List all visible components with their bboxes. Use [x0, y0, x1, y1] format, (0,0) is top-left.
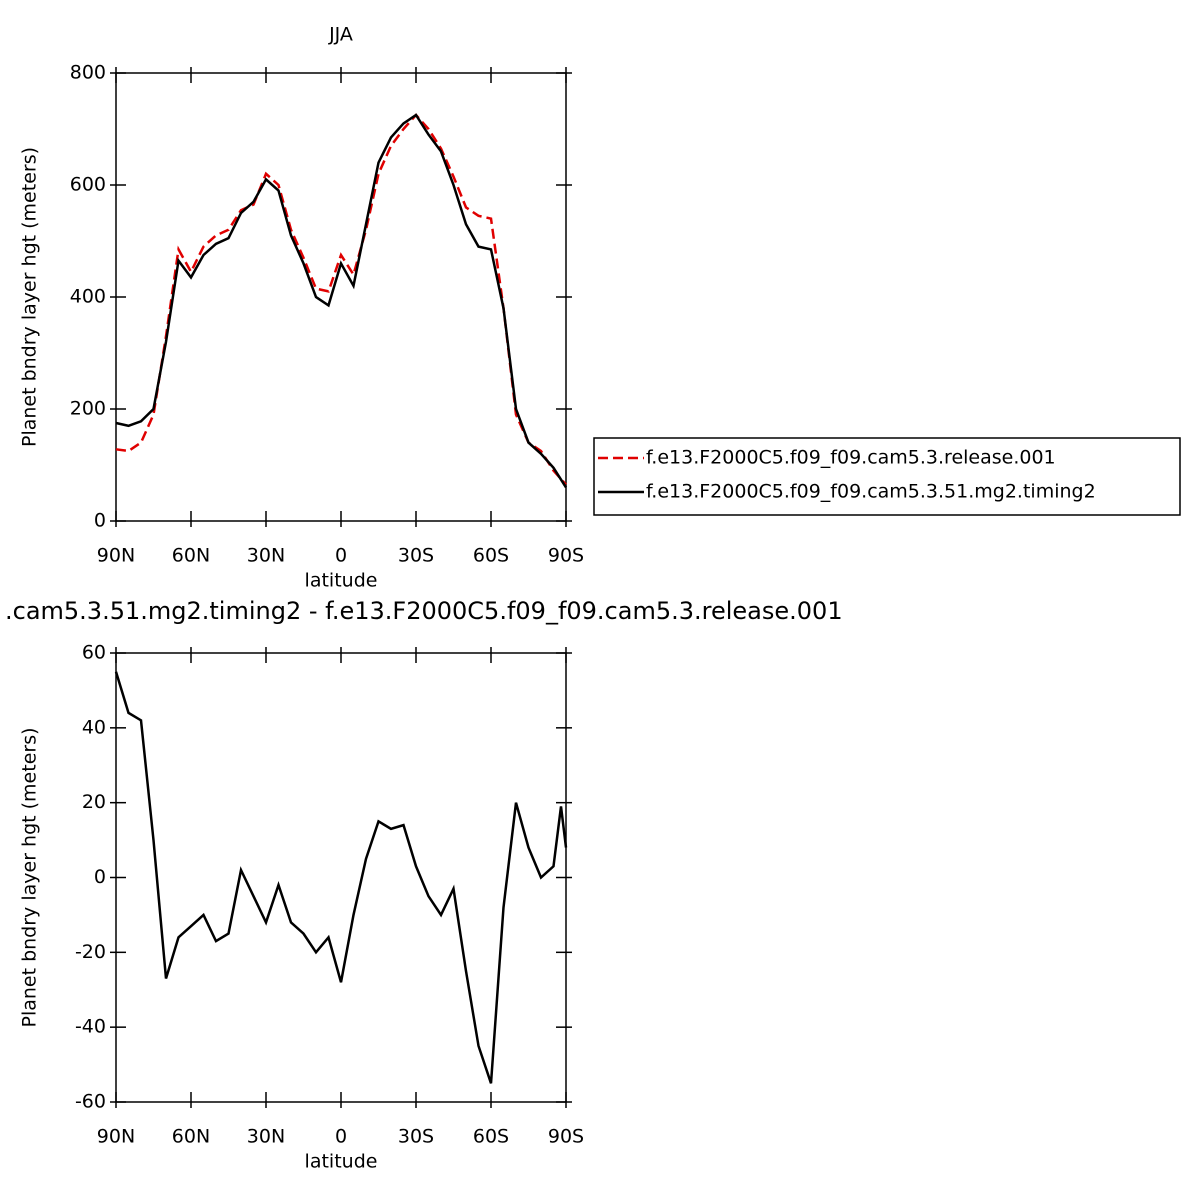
y-tick-label: -40 — [75, 1016, 106, 1038]
x-tick-label: 0 — [335, 1126, 347, 1148]
y-axis-label: Planet bndry layer hgt (meters) — [19, 147, 41, 447]
x-tick-label: 90N — [97, 545, 135, 567]
legend-label: f.e13.F2000C5.f09_f09.cam5.3.51.mg2.timi… — [646, 481, 1096, 503]
x-tick-label: 30N — [247, 545, 285, 567]
data-line — [114, 671, 568, 1084]
x-tick-label: 60N — [172, 1126, 210, 1148]
plot-frame — [115, 72, 567, 522]
y-tick-label: -20 — [75, 941, 106, 963]
legend-box — [593, 437, 1181, 516]
y-tick-label: -60 — [75, 1091, 106, 1113]
x-tick-label: 90N — [97, 1126, 135, 1148]
x-tick-label: 0 — [335, 545, 347, 567]
plot-frame — [115, 652, 567, 1103]
y-tick-label: 200 — [70, 398, 106, 420]
chart-title: .cam5.3.51.mg2.timing2 - f.e13.F2000C5.f… — [5, 597, 843, 625]
x-tick-label: 30S — [398, 1126, 434, 1148]
x-tick-label: 60S — [473, 1126, 509, 1148]
y-tick-label: 0 — [94, 510, 106, 532]
legend-label: f.e13.F2000C5.f09_f09.cam5.3.release.001 — [646, 447, 1056, 469]
x-tick-label: 60S — [473, 545, 509, 567]
y-tick-label: 800 — [70, 62, 106, 84]
y-tick-label: 60 — [82, 642, 106, 664]
x-tick-label: 30N — [247, 1126, 285, 1148]
y-tick-label: 40 — [82, 716, 106, 738]
x-axis-label: latitude — [305, 570, 378, 592]
y-tick-label: 600 — [70, 174, 106, 196]
y-tick-label: 20 — [82, 791, 106, 813]
chart-title: JJA — [328, 24, 353, 46]
y-tick-label: 0 — [94, 866, 106, 888]
x-tick-label: 60N — [172, 545, 210, 567]
x-tick-label: 30S — [398, 545, 434, 567]
y-tick-label: 400 — [70, 286, 106, 308]
x-tick-label: 90S — [548, 1126, 584, 1148]
x-axis-label: latitude — [305, 1151, 378, 1173]
data-line — [115, 113, 567, 486]
x-tick-label: 90S — [548, 545, 584, 567]
data-line — [115, 113, 568, 489]
y-axis-label: Planet bndry layer hgt (meters) — [19, 727, 41, 1027]
